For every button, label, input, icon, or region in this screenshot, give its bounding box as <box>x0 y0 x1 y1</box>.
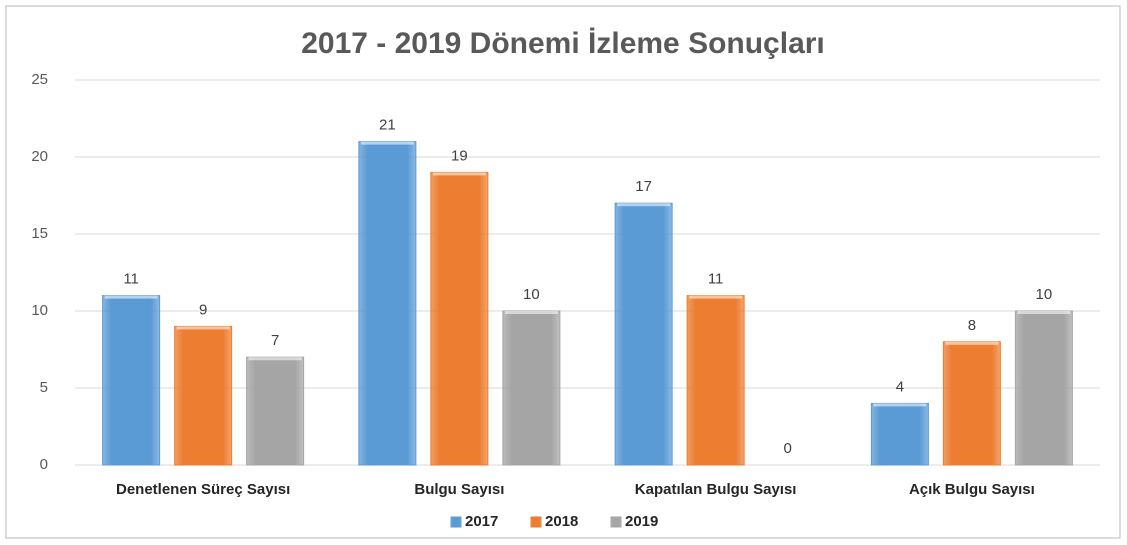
y-tick-label: 5 <box>40 379 48 396</box>
data-label: 7 <box>271 332 279 349</box>
data-label: 17 <box>635 178 652 195</box>
data-label: 21 <box>379 117 396 134</box>
bar <box>430 171 489 466</box>
bar-bevel <box>873 403 927 407</box>
data-label: 10 <box>523 286 540 303</box>
data-label: 11 <box>708 271 724 288</box>
y-tick-label: 20 <box>31 148 48 165</box>
bar-bevel <box>617 203 671 207</box>
data-label: 11 <box>123 271 139 288</box>
y-tick-label: 0 <box>40 456 48 473</box>
data-label: 0 <box>783 440 791 457</box>
data-label: 8 <box>968 317 976 334</box>
x-tick-label: Kapatılan Bulgu Sayısı <box>635 481 797 498</box>
data-label: 9 <box>199 301 207 318</box>
y-tick-label: 25 <box>31 71 48 88</box>
bar-bevel <box>945 341 999 345</box>
bar <box>102 295 161 466</box>
legend-label: 2017 <box>465 513 498 530</box>
chart-title: 2017 - 2019 Dönemi İzleme Sonuçları <box>301 27 825 60</box>
bar-bevel <box>504 311 558 314</box>
bar <box>686 295 745 466</box>
bar <box>502 310 561 466</box>
bar-bevel <box>432 172 486 176</box>
data-label: 4 <box>896 378 904 395</box>
bar <box>614 202 673 466</box>
x-tick-label: Açık Bulgu Sayısı <box>909 481 1035 498</box>
legend-label: 2019 <box>625 513 658 530</box>
bar <box>174 325 233 466</box>
bar-bevel <box>1017 311 1071 314</box>
bar-bevel <box>248 357 302 361</box>
legend-label: 2018 <box>545 513 578 530</box>
data-label: 19 <box>451 147 468 164</box>
legend-swatch <box>610 516 622 528</box>
legend-swatch <box>450 516 462 528</box>
bar <box>246 356 305 466</box>
bar <box>942 341 1001 466</box>
bar <box>1014 310 1073 466</box>
data-label: 10 <box>1036 286 1053 303</box>
bar-bevel <box>104 295 158 299</box>
y-tick-label: 15 <box>31 225 48 242</box>
bar-bevel <box>689 295 743 299</box>
y-tick-label: 10 <box>31 302 48 319</box>
bar-bevel <box>360 141 414 145</box>
bar <box>870 402 929 466</box>
bar <box>358 141 417 466</box>
bar-bevel <box>176 326 230 330</box>
x-tick-label: Bulgu Sayısı <box>414 481 504 498</box>
x-tick-label: Denetlenen Süreç Sayısı <box>116 481 290 498</box>
legend-swatch <box>530 516 542 528</box>
